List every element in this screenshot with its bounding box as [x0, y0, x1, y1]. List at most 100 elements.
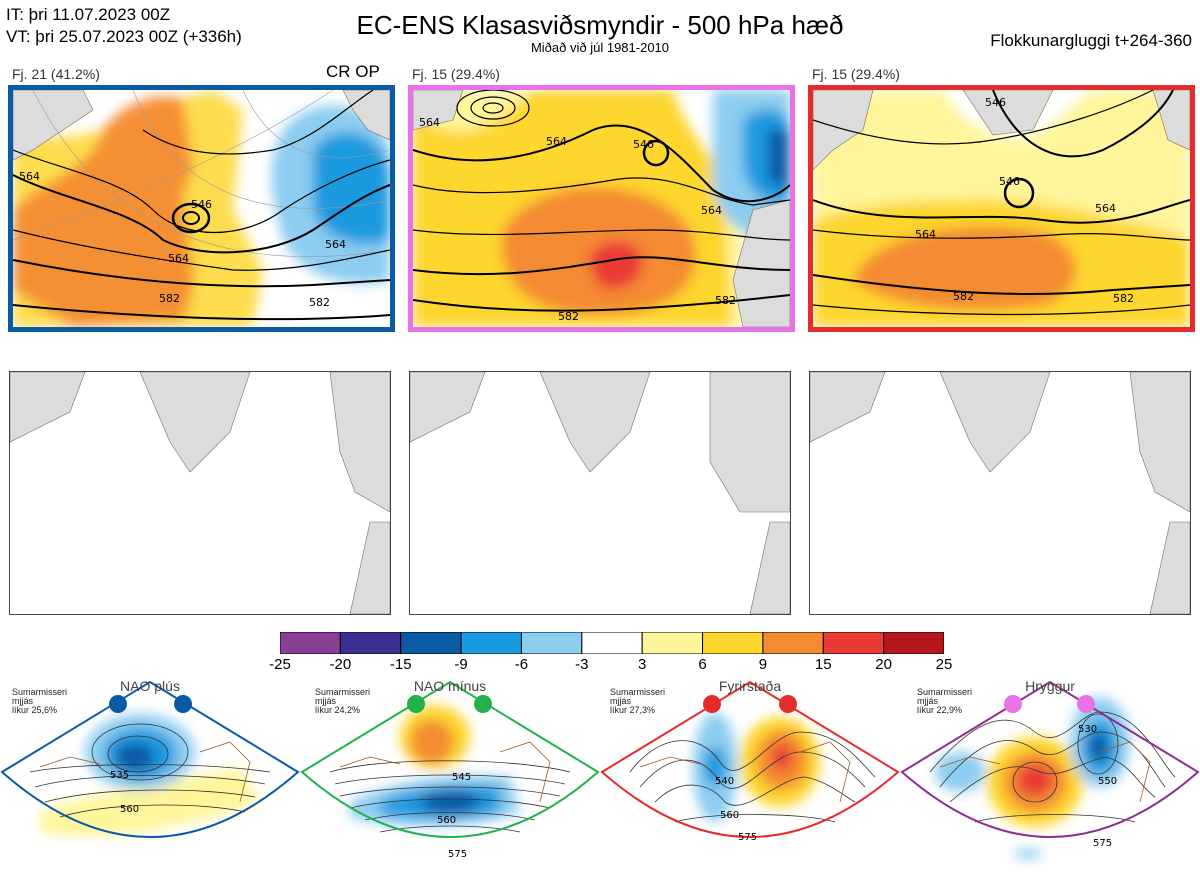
regime-blocking: 540 560 575 Fyrirstaða Sumarmisseri mjjá…	[600, 672, 900, 871]
cluster-2-map: 564 546 564 564 582 582	[408, 85, 795, 332]
colorbar-tick-label: -20	[329, 656, 352, 673]
colorbar-segment	[280, 632, 341, 654]
regime-dot	[703, 695, 721, 713]
regime-contour-label: 530	[1078, 724, 1097, 735]
regime-contour-label: 575	[1093, 838, 1112, 849]
regime-months: mjjás	[917, 696, 939, 706]
cluster-3-map: 546 546 564 564 582 582	[808, 85, 1195, 332]
cluster-3-contour-label: 546	[999, 175, 1020, 188]
valid-time: VT: þri 25.07.2023 00Z (+336h)	[6, 27, 242, 46]
cluster-3-contour-label: 582	[953, 290, 974, 303]
classification-window: Flokkunargluggi t+264-360	[990, 31, 1192, 50]
cluster-2-label: Fj. 15 (29.4%)	[412, 66, 500, 82]
regime-nao-minus: 545 560 575 NAO mínus Sumarmisseri mjjás…	[300, 672, 600, 871]
cluster-3-contour-label: 546	[985, 96, 1006, 109]
cluster-2-contour-label: 582	[558, 310, 579, 323]
empty-map-2	[409, 371, 791, 615]
regime-title: NAO plús	[120, 678, 180, 694]
regime-info: Sumarmisseri mjjás líkur 24,2%	[315, 688, 370, 715]
colorbar-segment	[822, 632, 885, 654]
cluster-1-contour-label: 582	[309, 296, 330, 309]
colorbar-segment	[883, 632, 944, 654]
colorbar-tick-label: -9	[454, 656, 468, 673]
regime-dot	[1077, 695, 1095, 713]
regime-contour-label: 545	[452, 772, 471, 783]
regime-probability: líkur 27,3%	[610, 705, 656, 715]
header-info: IT: þri 11.07.2023 00Z VT: þri 25.07.202…	[6, 4, 242, 48]
regime-frame	[600, 680, 900, 838]
regime-title: Fyrirstaða	[718, 678, 782, 694]
colorbar-tick-label: -25	[269, 656, 291, 673]
init-time: IT: þri 11.07.2023 00Z	[6, 5, 171, 24]
cluster-1-contour-label: 564	[325, 238, 346, 251]
page-subtitle: Miðað við júl 1981-2010	[530, 40, 670, 55]
colorbar-segment	[400, 632, 462, 654]
regime-dot	[174, 695, 192, 713]
cluster-2-contour-label: 564	[419, 116, 440, 129]
regime-frame	[900, 680, 1200, 838]
regime-dot	[779, 695, 797, 713]
regime-contour-label: 550	[1098, 776, 1117, 787]
colorbar-segment	[460, 632, 522, 654]
colorbar-segment	[581, 632, 643, 654]
regime-season: Sumarmisseri	[315, 687, 371, 697]
regime-contour-label: 540	[715, 776, 734, 787]
regime-probability: líkur 24,2%	[315, 705, 361, 715]
regime-months: mjjás	[315, 696, 337, 706]
regime-contour-label: 575	[448, 849, 467, 860]
regime-title: Hryggur	[1025, 678, 1075, 694]
colorbar-tick-label: 6	[698, 656, 707, 673]
colorbar-segment	[762, 632, 824, 654]
cluster-1-map: 546 564 582 564 582 564	[8, 85, 395, 332]
regime-dot	[1004, 695, 1022, 713]
colorbar-tick-label: -6	[514, 656, 529, 673]
regime-dot	[407, 695, 425, 713]
regime-contour-label: 560	[120, 804, 139, 815]
regime-contour-label: 560	[437, 815, 456, 826]
regime-dot	[474, 695, 492, 713]
colorbar-segment	[641, 632, 704, 654]
regime-info: Sumarmisseri mjjás líkur 22,9%	[917, 688, 972, 715]
colorbar-segment	[339, 632, 402, 654]
colorbar-tick-label: -3	[575, 656, 589, 673]
cluster-2-contour-label: 582	[715, 294, 736, 307]
regime-frame	[0, 680, 300, 838]
cluster-2-contour-label: 564	[701, 204, 722, 217]
regime-title: NAO mínus	[413, 678, 487, 694]
regime-months: mjjás	[12, 696, 34, 706]
regime-season: Sumarmisseri	[917, 687, 973, 697]
regime-dot	[109, 695, 127, 713]
colorbar	[280, 632, 944, 654]
colorbar-tick-label: -15	[389, 656, 412, 673]
regime-season: Sumarmisseri	[12, 687, 68, 697]
cluster-3-contour-label: 564	[1095, 202, 1116, 215]
empty-map-1	[9, 371, 391, 615]
cluster-2-contour-label: 564	[546, 135, 567, 148]
empty-map-3	[809, 371, 1191, 615]
cluster-3-label: Fj. 15 (29.4%)	[812, 66, 900, 82]
page-title: EC-ENS Klasasviðsmyndir - 500 hPa hæð	[356, 10, 844, 40]
regime-contour-label: 535	[110, 770, 129, 781]
cluster-2-contour-label: 546	[633, 138, 654, 151]
cluster-3-contour-label: 564	[915, 228, 936, 241]
regime-frame	[300, 680, 600, 838]
colorbar-segment	[702, 632, 764, 654]
regime-info: Sumarmisseri mjjás líkur 27,3%	[610, 688, 665, 715]
cluster-1-flag: CR OP	[326, 62, 380, 81]
cluster-1-label: Fj. 21 (41.2%)	[12, 66, 100, 82]
cluster-1-contour-label: 546	[191, 198, 212, 211]
colorbar-tick-label: 9	[758, 656, 768, 673]
colorbar-tick-label: 3	[638, 656, 647, 673]
colorbar-tick-label: 15	[814, 656, 832, 673]
regime-info: Sumarmisseri mjjás líkur 25,6%	[12, 688, 67, 715]
colorbar-tick-label: 20	[875, 656, 892, 673]
colorbar-tick-label: 25	[935, 656, 953, 673]
cluster-3-contour-label: 582	[1113, 292, 1134, 305]
colorbar-segment	[520, 632, 583, 654]
regime-contour-label: 575	[738, 832, 757, 843]
regime-probability: líkur 22,9%	[917, 705, 963, 715]
regime-probability: líkur 25,6%	[12, 705, 58, 715]
cluster-1-contour-label: 564	[168, 252, 189, 265]
regime-contour-label: 560	[720, 810, 739, 821]
regime-months: mjjás	[610, 696, 632, 706]
